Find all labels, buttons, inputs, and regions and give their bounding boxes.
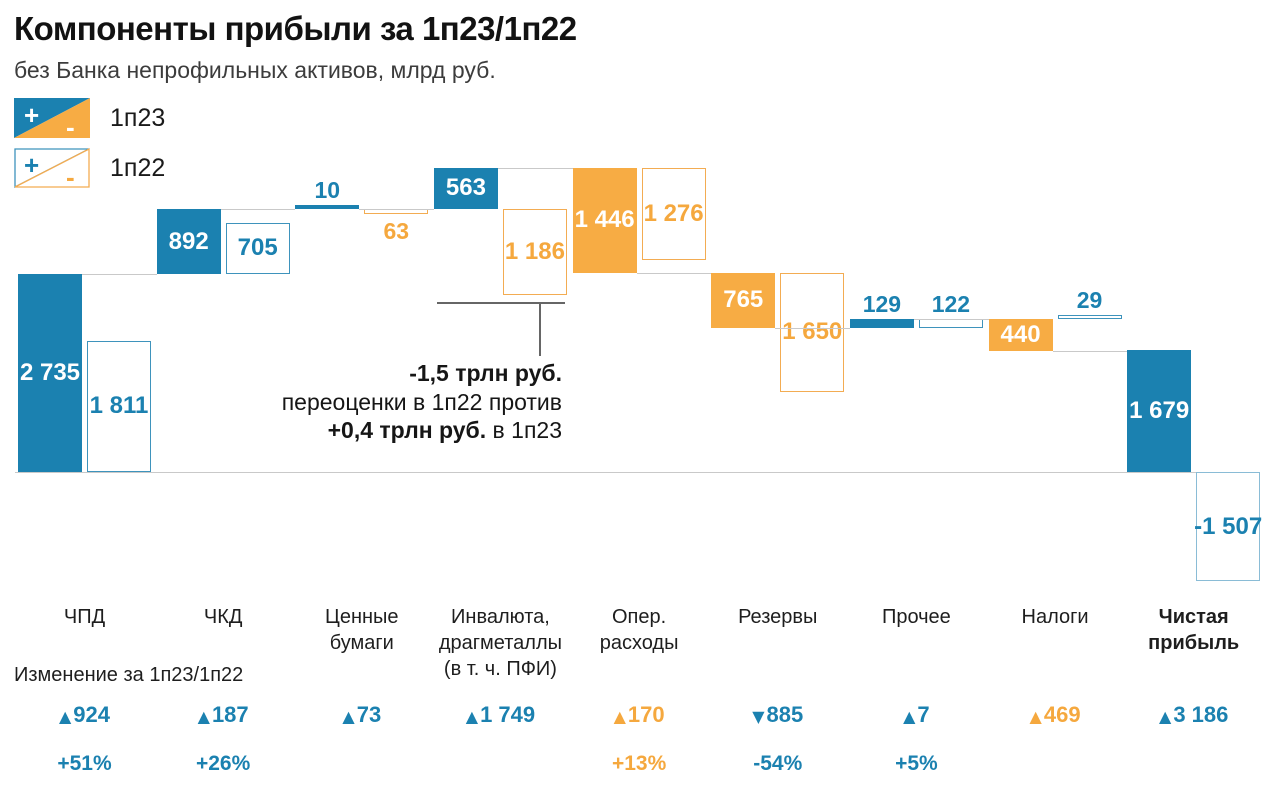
connector-4 — [636, 272, 712, 274]
change-value-7: ▲469 — [1029, 702, 1081, 727]
bar-1p22-5 — [780, 272, 845, 393]
bar-value-label-1p22-8: -1 507 — [1194, 512, 1263, 540]
bar-value-label-1p22-4: 1 276 — [643, 200, 704, 228]
change-row-label: Изменение за 1п23/1п22 — [14, 664, 244, 686]
bar-1p22-1 — [225, 222, 290, 274]
legend-item-1p22: + - — [14, 147, 90, 193]
bar-1p22-3 — [502, 208, 567, 295]
bar-value-label-1p23-2: 10 — [314, 177, 341, 204]
pct-value-5: -54% — [753, 752, 803, 775]
bar-value-label-1p22-3: 1 186 — [504, 237, 565, 265]
connector-0 — [82, 273, 157, 275]
plus-icon: + — [24, 100, 39, 130]
change-value-2: ▲73 — [342, 702, 382, 727]
change-value-4: ▲170 — [613, 702, 665, 727]
bar-1p22-4 — [641, 167, 706, 261]
connector-2 — [359, 208, 434, 210]
change-value-5: ▼885 — [752, 702, 804, 727]
bar-value-label-1p23-0: 2 735 — [19, 358, 81, 386]
change-value-6: ▲7 — [903, 702, 930, 727]
bar-value-label-1p23-1: 892 — [168, 227, 209, 255]
bar-1p23-3 — [433, 167, 498, 209]
down-triangle-icon: ▼ — [752, 707, 765, 726]
pct-value-4: +13% — [611, 752, 667, 775]
bar-1p22-2 — [364, 209, 429, 214]
category-label-7: Налоги — [1021, 606, 1089, 628]
bar-1p23-0 — [18, 273, 82, 472]
category-label-6: Прочее — [881, 606, 951, 628]
category-label-2: Ценные бумаги — [325, 606, 399, 654]
change-value-3: ▲1 749 — [465, 702, 536, 727]
annotation-line2: переоценки в 1п22 против — [281, 388, 562, 415]
up-triangle-icon: ▲ — [58, 707, 72, 726]
up-triangle-icon: ▲ — [342, 707, 355, 726]
bar-1p23-8 — [1127, 350, 1192, 472]
up-triangle-icon: ▲ — [197, 707, 210, 726]
bar-1p23-5 — [711, 272, 776, 328]
bar-1p22-7 — [1057, 314, 1122, 319]
category-label-4: Опер. расходы — [599, 606, 679, 654]
bar-1p22-6 — [918, 319, 983, 328]
connector-3 — [497, 167, 573, 169]
pct-value-1: +26% — [195, 752, 251, 775]
bar-value-label-1p23-3: 563 — [445, 174, 486, 202]
bar-value-label-1p22-0: 1 811 — [89, 392, 149, 420]
chart-subtitle: без Банка непрофильных активов, млрд руб… — [14, 57, 496, 83]
bar-value-label-1p22-2: 63 — [383, 217, 410, 244]
bar-1p23-4 — [572, 167, 637, 273]
bar-value-label-1p23-7: 440 — [1000, 320, 1041, 348]
category-label-5: Резервы — [738, 606, 818, 628]
up-triangle-icon: ▲ — [903, 707, 916, 726]
connector-6 — [913, 318, 989, 320]
annotation: -1,5 трлн руб. переоценки в 1п22 против … — [238, 359, 562, 445]
up-triangle-icon: ▲ — [465, 707, 479, 726]
bar-value-label-1p23-5: 765 — [723, 286, 764, 314]
bar-1p22-0 — [87, 340, 151, 472]
legend-label-1p23: 1п23 — [110, 104, 166, 132]
annotation-connector-horizontal — [437, 302, 565, 304]
pct-value-0: +51% — [57, 752, 112, 775]
bar-value-label-1p22-1: 705 — [237, 234, 278, 262]
change-value-1: ▲187 — [197, 702, 249, 727]
bar-1p23-1 — [156, 209, 221, 274]
annotation-line3: +0,4 трлн руб. в 1п23 — [327, 417, 562, 443]
bar-1p22-8 — [1196, 472, 1261, 582]
bar-value-label-1p22-5: 1 650 — [782, 318, 843, 346]
pct-value-6: +5% — [895, 752, 938, 775]
bar-1p23-6 — [849, 318, 914, 328]
connector-1 — [220, 209, 296, 211]
bar-1p23-7 — [988, 318, 1053, 351]
annotation-line1: -1,5 трлн руб. — [409, 360, 562, 386]
bar-value-label-1p23-6: 129 — [862, 290, 902, 317]
minus-icon: - — [66, 112, 75, 138]
connector-7 — [1052, 350, 1128, 352]
page-title: Компоненты прибыли за 1п23/1п22 — [14, 10, 577, 47]
category-label-1: ЧКД — [203, 606, 243, 628]
up-triangle-icon: ▲ — [613, 707, 626, 726]
legend-swatch-solid-icon: + - — [14, 98, 90, 142]
category-label-0: ЧПД — [63, 606, 106, 628]
annotation-connector-vertical — [539, 302, 541, 356]
up-triangle-icon: ▲ — [1159, 707, 1172, 726]
category-label-3: Инвалюта, драгметаллы (в т. ч. ПФИ) — [438, 606, 563, 680]
connector-5 — [775, 327, 850, 329]
category-label-8: Чистая прибыль — [1148, 606, 1240, 654]
bar-value-label-1p23-4: 1 446 — [574, 206, 635, 234]
chart-baseline — [15, 472, 1196, 473]
legend-item-1p23: + - — [14, 98, 90, 143]
minus-icon: - — [66, 162, 75, 188]
bar-value-label-1p22-6: 122 — [931, 291, 971, 318]
bar-value-label-1p22-7: 29 — [1076, 286, 1103, 313]
bar-1p23-2 — [295, 205, 360, 210]
up-triangle-icon: ▲ — [1029, 707, 1042, 726]
bar-value-label-1p23-8: 1 679 — [1129, 397, 1190, 425]
plus-icon: + — [24, 150, 39, 180]
legend-label-1p22: 1п22 — [110, 154, 166, 182]
legend-swatch-outline-icon: + - — [14, 147, 90, 192]
change-value-0: ▲924 — [58, 702, 111, 727]
change-value-8: ▲3 186 — [1159, 702, 1229, 727]
